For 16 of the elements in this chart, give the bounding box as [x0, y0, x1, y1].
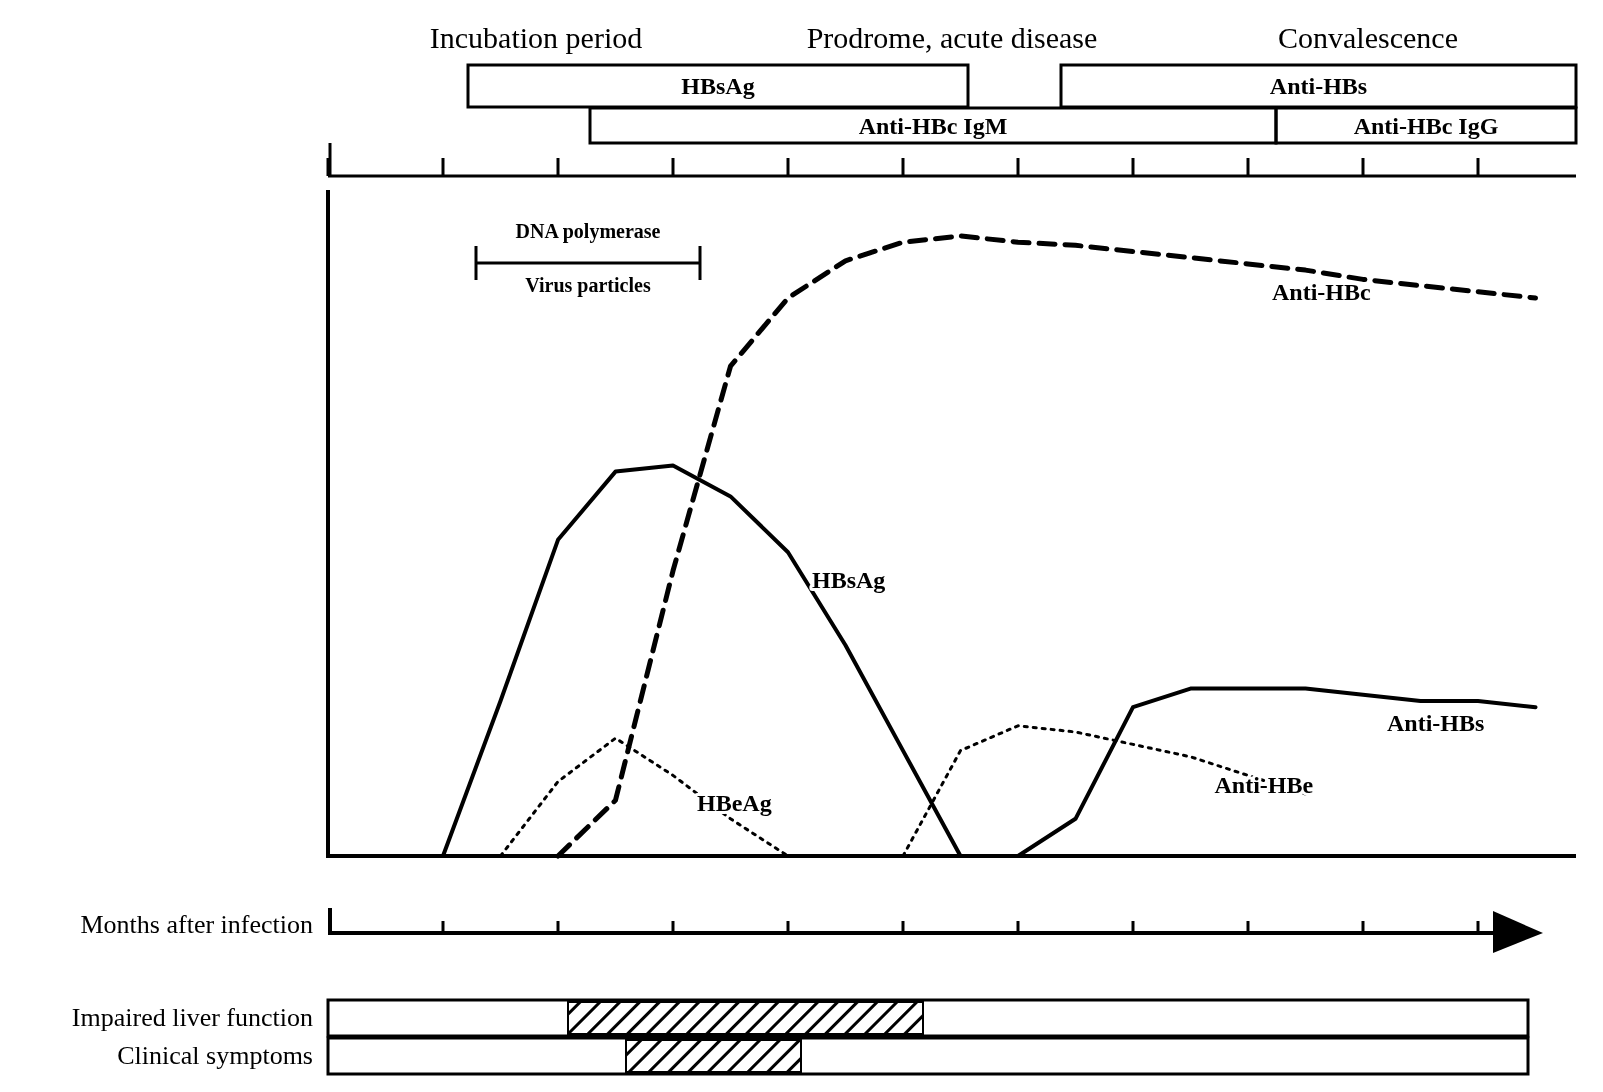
series-label: Anti-HBc	[1272, 278, 1372, 305]
annotation: Virus particles	[525, 274, 651, 297]
text: Prodrome, acute disease	[806, 21, 1098, 54]
text: Anti-HBc IgG	[1353, 112, 1499, 139]
text: Anti-HBs	[1269, 73, 1368, 99]
series-label: HBeAg	[697, 790, 772, 817]
series-label: Anti-HBs	[1387, 709, 1485, 736]
text: Clinical symptoms	[117, 1041, 313, 1070]
text: Anti-HBc IgM	[858, 112, 1008, 139]
series-label: HBsAg	[812, 567, 886, 594]
x-axis-title: Months after infection	[80, 910, 313, 939]
annotation: DNA polymerase	[515, 220, 661, 243]
text: HBsAg	[681, 73, 755, 99]
text: Incubation period	[429, 21, 643, 54]
text: Convalescence	[1278, 21, 1458, 54]
text: Impaired liver function	[71, 1003, 313, 1032]
